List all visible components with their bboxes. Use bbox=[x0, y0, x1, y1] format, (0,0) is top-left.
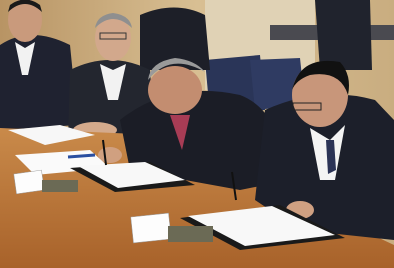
name-plate bbox=[14, 170, 45, 194]
name-plate bbox=[131, 213, 172, 243]
person-left bbox=[0, 35, 78, 130]
plate-stand bbox=[42, 180, 78, 192]
plate-stand bbox=[168, 226, 213, 242]
face bbox=[148, 66, 202, 114]
standing-person bbox=[315, 0, 372, 70]
pen bbox=[68, 155, 95, 157]
page: (() => { const data = JSON.parse(documen… bbox=[0, 0, 394, 268]
photo bbox=[0, 0, 394, 268]
